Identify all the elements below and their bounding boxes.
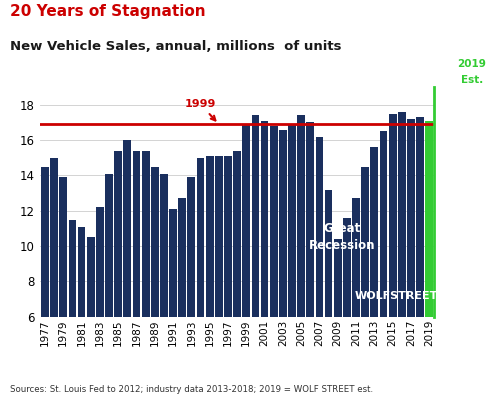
- Bar: [233, 151, 241, 396]
- Bar: [87, 237, 95, 396]
- Text: Sources: St. Louis Fed to 2012; industry data 2013-2018; 2019 = WOLF STREET est.: Sources: St. Louis Fed to 2012; industry…: [10, 385, 373, 394]
- Bar: [279, 129, 287, 396]
- Bar: [224, 156, 232, 396]
- Bar: [261, 121, 268, 396]
- Bar: [160, 174, 168, 396]
- Bar: [151, 167, 159, 396]
- Bar: [297, 115, 305, 396]
- Bar: [325, 190, 332, 396]
- Bar: [389, 114, 397, 396]
- Text: 2019: 2019: [457, 59, 486, 69]
- Bar: [142, 151, 150, 396]
- Bar: [370, 147, 378, 396]
- Bar: [178, 198, 186, 396]
- Bar: [407, 119, 415, 396]
- Bar: [243, 124, 250, 396]
- Bar: [316, 137, 324, 396]
- Bar: [69, 220, 77, 396]
- Bar: [361, 167, 369, 396]
- Text: 1999: 1999: [185, 99, 216, 120]
- Bar: [379, 131, 387, 396]
- Bar: [50, 158, 58, 396]
- Bar: [114, 151, 122, 396]
- Bar: [251, 115, 259, 396]
- Text: Great
Recession: Great Recession: [309, 222, 375, 252]
- Bar: [352, 198, 360, 396]
- Text: New Vehicle Sales, annual, millions  of units: New Vehicle Sales, annual, millions of u…: [10, 40, 341, 53]
- Bar: [59, 177, 67, 396]
- Bar: [78, 227, 85, 396]
- Bar: [334, 239, 342, 396]
- Bar: [270, 126, 278, 396]
- Bar: [197, 158, 205, 396]
- Bar: [188, 177, 195, 396]
- Bar: [169, 209, 177, 396]
- Bar: [398, 112, 406, 396]
- Bar: [206, 156, 213, 396]
- Bar: [41, 167, 49, 396]
- Bar: [105, 174, 113, 396]
- Bar: [306, 122, 314, 396]
- Bar: [124, 140, 131, 396]
- Bar: [343, 218, 351, 396]
- Bar: [416, 117, 424, 396]
- Bar: [288, 124, 296, 396]
- Text: WOLFSTREET.com: WOLFSTREET.com: [355, 291, 467, 301]
- Text: 20 Years of Stagnation: 20 Years of Stagnation: [10, 4, 206, 19]
- Text: Est.: Est.: [460, 75, 483, 85]
- Bar: [215, 156, 223, 396]
- Bar: [96, 207, 104, 396]
- Bar: [132, 151, 140, 396]
- Bar: [425, 121, 433, 396]
